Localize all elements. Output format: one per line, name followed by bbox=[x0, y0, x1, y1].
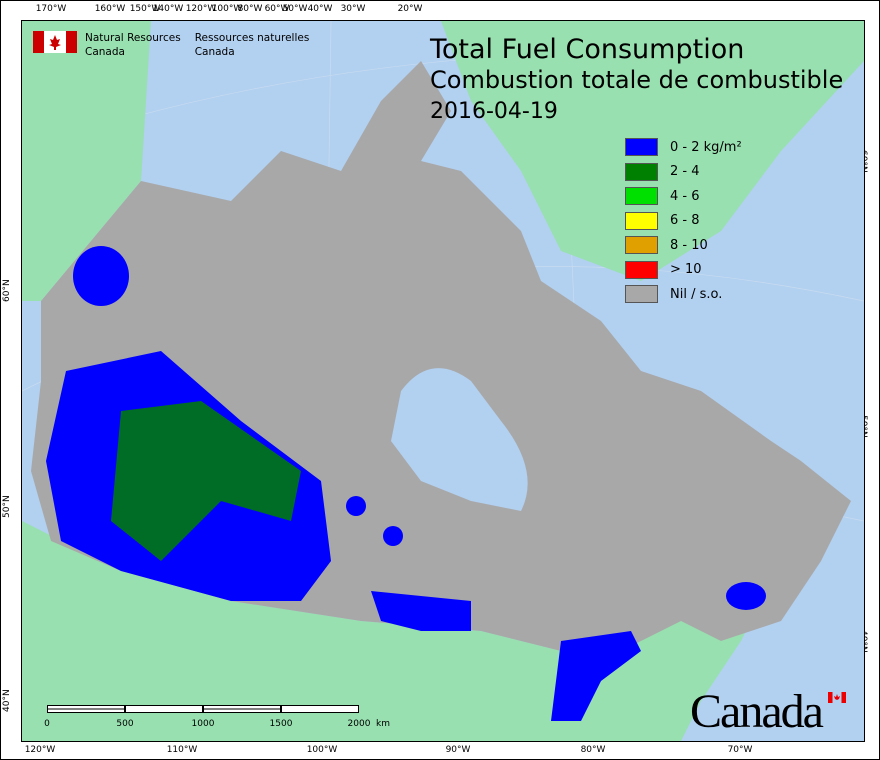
top-tick: 150°W bbox=[129, 4, 161, 14]
legend-item: 2 - 4 bbox=[625, 160, 742, 185]
top-tick: 80°W bbox=[237, 4, 263, 14]
title-fr: Combustion totale de combustible bbox=[430, 66, 844, 94]
left-tick: 60°N bbox=[2, 279, 12, 302]
legend-label: 2 - 4 bbox=[670, 164, 700, 180]
left-tick: 40°N bbox=[2, 689, 12, 712]
legend-swatch bbox=[625, 211, 658, 230]
canada-wordmark: Canada bbox=[690, 684, 846, 739]
agency-en-line1: Natural Resources bbox=[85, 32, 181, 44]
top-tick: 50°W bbox=[282, 4, 308, 14]
top-tick: 160°W bbox=[94, 4, 126, 14]
top-tick: 20°W bbox=[397, 4, 423, 14]
top-tick: 100°W bbox=[211, 4, 243, 14]
top-tick: 170°W bbox=[35, 4, 67, 14]
scale-label: 1000 bbox=[191, 719, 215, 729]
scale-label: 0 bbox=[44, 719, 50, 729]
top-tick: 140°W bbox=[152, 4, 184, 14]
agency-fr-line1: Ressources naturelles bbox=[194, 32, 310, 44]
wordmark-text: Canada bbox=[690, 685, 824, 738]
legend-item: Nil / s.o. bbox=[625, 282, 742, 307]
title-date: 2016-04-19 bbox=[430, 99, 558, 124]
legend-item: 4 - 6 bbox=[625, 184, 742, 209]
legend-label: Nil / s.o. bbox=[670, 286, 723, 302]
top-tick: 120°W bbox=[185, 4, 217, 14]
bottom-tick: 90°W bbox=[445, 745, 471, 755]
canada-flag-icon bbox=[33, 31, 77, 53]
hudson-bay bbox=[391, 368, 528, 511]
bottom-tick: 100°W bbox=[306, 745, 338, 755]
agency-en-line2: Canada bbox=[85, 46, 125, 58]
map-title: Total Fuel Consumption Combustion totale… bbox=[430, 34, 843, 127]
bottom-tick: 110°W bbox=[166, 745, 198, 755]
bottom-tick: 120°W bbox=[24, 745, 56, 755]
legend-label: 0 - 2 kg/m² bbox=[670, 139, 742, 155]
legend-swatch bbox=[625, 187, 658, 206]
top-tick: 60°W bbox=[264, 4, 290, 14]
agency-fr-line2: Canada bbox=[194, 46, 235, 58]
legend-swatch bbox=[625, 260, 658, 279]
legend-label: 8 - 10 bbox=[670, 237, 708, 253]
legend-swatch bbox=[625, 285, 658, 304]
scale-label: 2000 bbox=[347, 719, 371, 729]
legend-item: > 10 bbox=[625, 258, 742, 283]
legend-label: > 10 bbox=[670, 262, 702, 278]
legend-swatch bbox=[625, 138, 658, 157]
legend-swatch bbox=[625, 162, 658, 181]
legend-item: 6 - 8 bbox=[625, 209, 742, 234]
map-geometry bbox=[22, 21, 864, 741]
scale-label: 500 bbox=[116, 719, 134, 729]
map-canvas bbox=[21, 20, 865, 742]
top-tick: 40°W bbox=[307, 4, 333, 14]
scale-label: 1500 bbox=[269, 719, 293, 729]
legend-label: 4 - 6 bbox=[670, 188, 700, 204]
title-en: Total Fuel Consumption bbox=[430, 34, 745, 65]
legend-label: 6 - 8 bbox=[670, 213, 700, 229]
legend-swatch bbox=[625, 236, 658, 255]
legend-item: 0 - 2 kg/m² bbox=[625, 135, 742, 160]
scale-unit: km bbox=[376, 719, 390, 729]
bottom-tick: 80°W bbox=[580, 745, 606, 755]
legend-item: 8 - 10 bbox=[625, 233, 742, 258]
nrcan-signature: Natural Resources Canada Ressources natur… bbox=[33, 31, 309, 59]
alaska-land bbox=[22, 21, 151, 301]
wordmark-flag-icon bbox=[828, 692, 846, 703]
left-tick: 50°N bbox=[2, 495, 12, 518]
fuel-2-4-areas bbox=[111, 401, 301, 561]
bottom-tick: 70°W bbox=[727, 745, 753, 755]
legend: 0 - 2 kg/m² 2 - 4 4 - 6 6 - 8 8 - 10 > 10 Nil … bbox=[625, 135, 742, 307]
top-tick: 30°W bbox=[340, 4, 366, 14]
